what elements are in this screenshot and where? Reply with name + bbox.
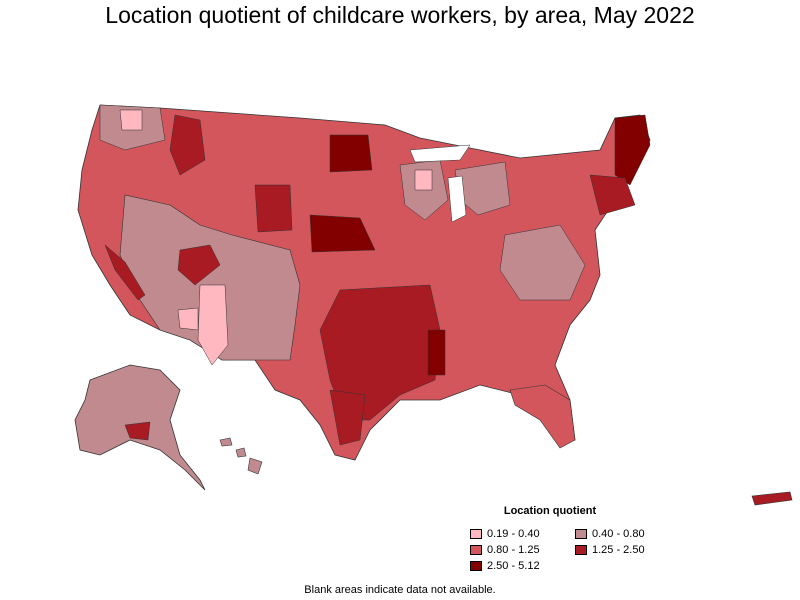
appalachian-area	[499, 224, 586, 301]
legend-label: 1.25 - 2.50	[592, 544, 645, 556]
arizona-low-area-2	[177, 307, 199, 331]
map-legend: Location quotient 0.19 - 0.40 0.40 - 0.8…	[470, 505, 670, 577]
west-region	[119, 194, 301, 361]
legend-item: 1.25 - 2.50	[575, 543, 645, 557]
arizona-low-area	[197, 284, 229, 366]
utah-area	[177, 244, 221, 286]
footnote: Blank areas indicate data not available.	[304, 584, 496, 596]
washington-low-area	[119, 109, 143, 131]
legend-title: Location quotient	[503, 505, 597, 517]
puerto-rico-region	[751, 491, 793, 506]
legend-swatch	[575, 545, 587, 555]
wyoming-area	[254, 184, 293, 233]
legend-label: 0.40 - 0.80	[592, 528, 645, 540]
legend-swatch	[470, 545, 482, 555]
new-england-area	[589, 174, 636, 216]
map-title: Location quotient of childcare workers, …	[105, 2, 695, 28]
legend-item: 0.80 - 1.25	[470, 543, 540, 557]
lake-superior	[409, 144, 471, 163]
maine-area	[614, 114, 651, 186]
nebraska-area	[309, 214, 376, 253]
mississippi-area	[427, 329, 446, 376]
north-dakota-area	[329, 134, 373, 173]
lake-michigan	[447, 175, 467, 223]
legend-swatch	[470, 561, 482, 571]
legend-label: 0.80 - 1.25	[487, 544, 540, 556]
legend-label: 2.50 - 5.12	[487, 560, 540, 572]
nevada-area	[104, 244, 146, 301]
legend-item: 0.19 - 0.40	[470, 527, 540, 541]
texas-gulf-area	[329, 389, 366, 446]
wisconsin-low-area	[414, 169, 433, 191]
legend-swatch	[470, 529, 482, 539]
hawaii-region	[219, 437, 263, 475]
legend-label: 0.19 - 0.40	[487, 528, 540, 540]
florida-area	[509, 384, 576, 449]
legend-swatch	[575, 529, 587, 539]
legend-item: 0.40 - 0.80	[575, 527, 645, 541]
alaska-high-area	[124, 421, 151, 441]
idaho-area	[169, 114, 206, 176]
legend-item: 2.50 - 5.12	[470, 559, 540, 573]
south-central-area	[319, 284, 441, 421]
